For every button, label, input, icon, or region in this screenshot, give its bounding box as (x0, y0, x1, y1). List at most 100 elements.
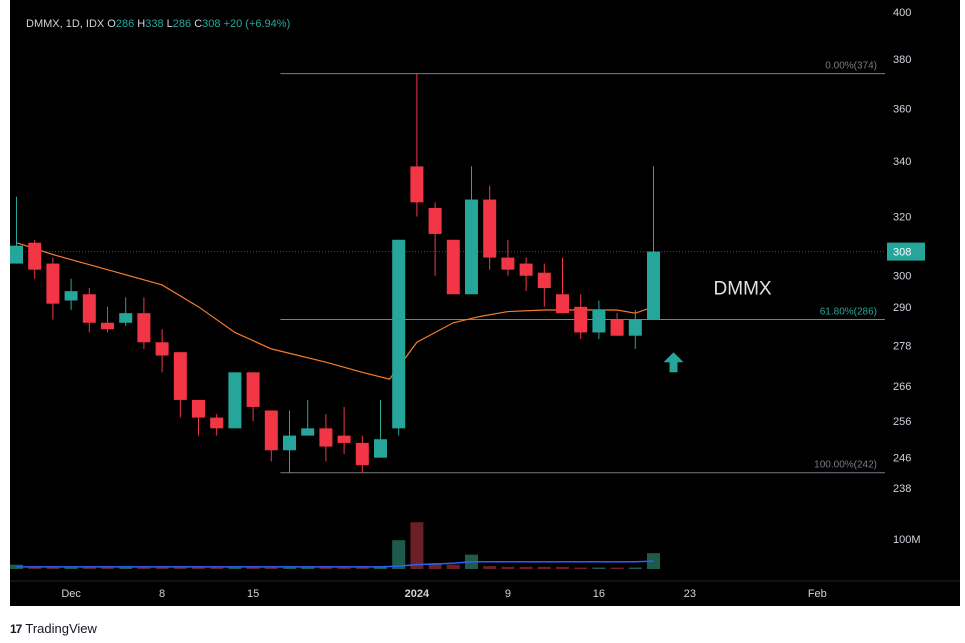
low-label: L (166, 18, 173, 30)
volume-bar (501, 566, 515, 569)
candle-body (465, 199, 478, 295)
candlestick-chart[interactable]: 0.00%(374) 61.80%(286) 100.00%(242) DMMX 400… (10, 0, 960, 606)
volume-bar (319, 567, 333, 569)
volume-bar (264, 567, 278, 569)
y-axis-tick-label: 290 (893, 302, 911, 314)
tradingview-brand: TradingView (25, 621, 97, 636)
candle-body (283, 435, 296, 451)
x-axis-tick-label: 16 (593, 588, 605, 600)
annotation-label: DMMX (714, 278, 772, 299)
volume-bar (446, 564, 460, 569)
candle-body (101, 322, 114, 330)
candles (10, 73, 660, 473)
candle-body (137, 313, 151, 343)
volume-bar (301, 567, 315, 569)
volume-bar (173, 567, 187, 569)
volume-bar (355, 567, 369, 569)
candle-body (192, 399, 205, 418)
y-axis-tick-label: 320 (893, 212, 911, 224)
volume-bar (574, 567, 588, 569)
candle-body (501, 257, 515, 270)
x-axis-tick-label: Feb (808, 588, 827, 600)
fib-level-label: 100.00%(242) (814, 460, 877, 471)
y-axis-tick-label: 400 (893, 7, 911, 19)
candle-body (647, 251, 660, 320)
candle-body (592, 309, 606, 333)
volume-bar (410, 522, 424, 569)
volume-bar (28, 566, 42, 569)
candle-body (228, 372, 242, 429)
candle-body (446, 239, 460, 295)
fib-level-label: 61.80%(286) (820, 307, 877, 318)
volume-bar (483, 566, 497, 569)
candle-body (610, 319, 624, 336)
tradingview-mark-icon: 17 (10, 621, 22, 636)
volume-bar (46, 567, 60, 569)
tradingview-logo[interactable]: 17 TradingView (10, 621, 97, 636)
candle-body (28, 242, 42, 270)
volume-bar (155, 567, 169, 569)
x-axis-tick-label: 15 (247, 588, 259, 600)
candle-body (10, 245, 23, 264)
volume-bar (337, 567, 351, 569)
volume-bar (246, 567, 260, 569)
candle-body (155, 342, 169, 356)
candle-body (556, 294, 569, 314)
candle-body (119, 313, 133, 323)
candle-body (301, 428, 315, 436)
candle-body (173, 352, 187, 400)
volume-bar (82, 567, 96, 569)
volume-bar (101, 567, 114, 569)
up-arrow-icon (663, 352, 684, 373)
x-axis-tick-label: 8 (159, 588, 165, 600)
volume-bar (210, 567, 224, 569)
candle-body (374, 439, 387, 458)
current-price-tag-label: 308 (893, 247, 911, 259)
volume-bar (119, 567, 133, 569)
candle-body (392, 239, 406, 429)
candle-body (46, 263, 60, 304)
y-axis-tick-label: 300 (893, 271, 911, 283)
y-axis-tick-label: 340 (893, 156, 911, 168)
candle-body (246, 372, 260, 407)
volume-axis-tick-label: 100M (893, 534, 921, 546)
volume-bar (192, 567, 205, 569)
candle-body (64, 291, 78, 301)
high-label: H (137, 18, 146, 30)
symbol-label: DMMX, 1D, IDX (26, 18, 105, 30)
volume-bar (592, 567, 606, 569)
volume-bar (283, 567, 296, 569)
y-axis-tick-label: 238 (893, 483, 911, 495)
x-axis-tick-label: 9 (505, 588, 511, 600)
candle-body (428, 208, 442, 234)
y-axis-tick-label: 266 (893, 381, 911, 393)
candle-body (264, 410, 278, 451)
candle-body (483, 199, 497, 258)
volume-pane (10, 522, 660, 569)
candle-body (574, 306, 588, 333)
volume-bar (610, 567, 624, 569)
open-label: O (107, 18, 116, 30)
fib-level-label: 0.00%(374) (825, 61, 877, 72)
y-axis-tick-label: 360 (893, 104, 911, 116)
volume-bar (647, 553, 660, 569)
chart-panel[interactable]: 0.00%(374) 61.80%(286) 100.00%(242) DMMX 400… (10, 0, 960, 606)
volume-bar (374, 566, 387, 569)
close-value: 308 (202, 18, 221, 30)
candle-body (519, 263, 533, 276)
footer: 17 TradingView (10, 606, 960, 643)
candle-body (210, 417, 224, 429)
candle-body (82, 294, 96, 323)
change-value: +20 (+6.94%) (223, 18, 291, 30)
low-value: 286 (172, 18, 192, 30)
volume-bar (628, 567, 642, 569)
volume-bar (392, 540, 406, 569)
x-axis-tick-label: Dec (61, 588, 81, 600)
high-value: 338 (145, 18, 164, 30)
volume-ma-line (16, 560, 654, 568)
candle-body (337, 435, 351, 443)
candle-body (537, 272, 551, 289)
y-axis-tick-label: 380 (893, 54, 911, 66)
volume-bar (228, 567, 242, 569)
close-label: C (194, 18, 203, 30)
